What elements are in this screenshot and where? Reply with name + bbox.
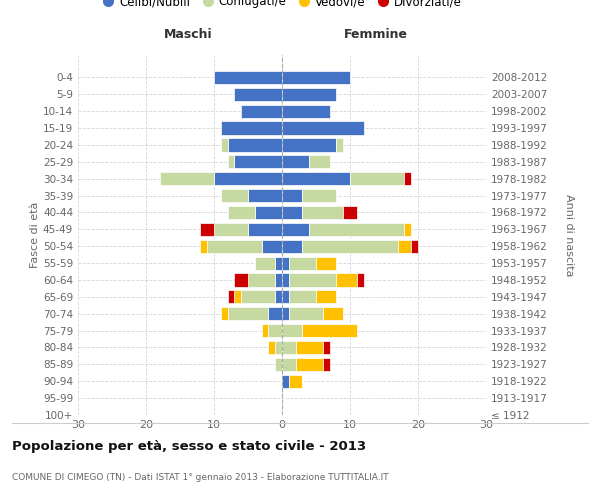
Bar [323,307,343,320]
Bar [282,71,350,84]
Bar [275,341,282,354]
Bar [221,307,227,320]
Bar [282,274,289,286]
Bar [227,206,255,219]
Bar [262,324,268,337]
Bar [275,274,282,286]
Bar [248,189,282,202]
Bar [282,307,289,320]
Bar [343,206,357,219]
Bar [255,256,275,270]
Bar [282,88,337,101]
Bar [316,256,337,270]
Bar [282,189,302,202]
Text: Popolazione per età, sesso e stato civile - 2013: Popolazione per età, sesso e stato civil… [12,440,366,453]
Text: Maschi: Maschi [164,28,212,40]
Bar [289,374,302,388]
Bar [282,374,289,388]
Bar [282,223,309,236]
Bar [248,223,282,236]
Bar [235,290,241,304]
Bar [398,240,411,253]
Bar [282,155,309,168]
Bar [309,155,329,168]
Bar [221,122,282,134]
Bar [214,71,282,84]
Bar [404,223,411,236]
Bar [289,290,316,304]
Bar [200,240,207,253]
Bar [404,172,411,186]
Bar [289,274,337,286]
Bar [268,341,275,354]
Bar [241,290,275,304]
Bar [302,189,337,202]
Bar [235,274,248,286]
Y-axis label: Fasce di età: Fasce di età [30,202,40,268]
Bar [323,341,329,354]
Bar [235,155,282,168]
Bar [296,341,323,354]
Bar [214,172,282,186]
Bar [282,256,289,270]
Bar [350,172,404,186]
Bar [282,341,296,354]
Bar [282,172,350,186]
Bar [337,274,357,286]
Bar [227,155,235,168]
Bar [309,223,404,236]
Bar [316,290,337,304]
Bar [282,290,289,304]
Bar [235,88,282,101]
Bar [302,240,398,253]
Legend: Celibi/Nubili, Coniugati/e, Vedovi/e, Divorziati/e: Celibi/Nubili, Coniugati/e, Vedovi/e, Di… [98,0,466,13]
Bar [337,138,343,151]
Bar [282,324,302,337]
Bar [357,274,364,286]
Bar [268,324,282,337]
Bar [289,256,316,270]
Bar [268,307,282,320]
Bar [275,290,282,304]
Bar [214,223,248,236]
Bar [323,358,329,371]
Bar [302,206,343,219]
Bar [227,290,235,304]
Bar [282,122,364,134]
Bar [160,172,214,186]
Bar [282,206,302,219]
Bar [221,138,227,151]
Bar [275,358,282,371]
Y-axis label: Anni di nascita: Anni di nascita [564,194,574,276]
Bar [255,206,282,219]
Text: Femmine: Femmine [344,28,408,40]
Bar [200,223,214,236]
Bar [282,138,337,151]
Bar [282,358,296,371]
Bar [282,104,329,118]
Bar [241,104,282,118]
Bar [248,274,275,286]
Bar [221,189,248,202]
Bar [227,138,282,151]
Text: COMUNE DI CIMEGO (TN) - Dati ISTAT 1° gennaio 2013 - Elaborazione TUTTITALIA.IT: COMUNE DI CIMEGO (TN) - Dati ISTAT 1° ge… [12,473,389,482]
Bar [227,307,268,320]
Bar [296,358,323,371]
Bar [282,240,302,253]
Bar [302,324,357,337]
Bar [262,240,282,253]
Bar [275,256,282,270]
Bar [289,307,323,320]
Bar [207,240,262,253]
Bar [411,240,418,253]
